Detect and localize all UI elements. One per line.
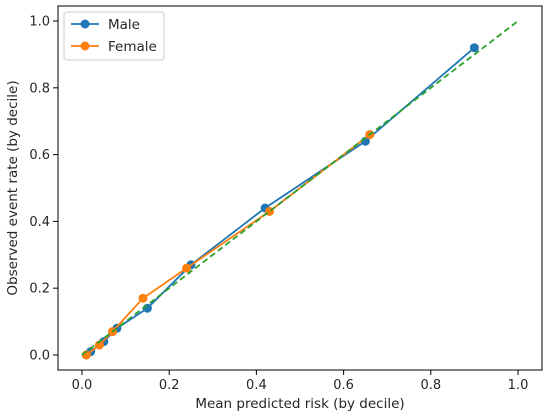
y-tick-label: 0.0 — [29, 348, 50, 363]
legend-marker-male — [80, 19, 90, 29]
data-point-male — [469, 43, 479, 53]
reference-line — [81, 20, 519, 356]
x-axis-label: Mean predicted risk (by decile) — [195, 396, 404, 412]
legend-label-male: Male — [108, 17, 140, 33]
y-tick-label: 0.2 — [29, 282, 50, 297]
y-axis-label: Observed event rate (by decile) — [5, 80, 21, 295]
x-tick-label: 0.4 — [246, 378, 267, 393]
data-point-female — [182, 263, 192, 273]
legend-marker-female — [80, 41, 90, 51]
legend: Male Female — [63, 11, 165, 61]
y-tick-label: 1.0 — [29, 15, 50, 30]
plot-area — [81, 20, 519, 360]
legend-label-female: Female — [108, 39, 157, 55]
axis-ticks: 0.0 0.2 0.4 0.6 0.8 1.0 0.0 0.2 0.4 0.6 0.8 1.0 — [29, 15, 528, 393]
x-tick-label: 1.0 — [508, 378, 529, 393]
x-tick-label: 0.0 — [72, 378, 93, 393]
y-tick-label: 0.6 — [29, 148, 50, 163]
data-point-female — [138, 293, 148, 303]
plot-frame — [57, 5, 543, 371]
x-tick-label: 0.6 — [333, 378, 354, 393]
y-tick-label: 0.4 — [29, 215, 50, 230]
x-tick-label: 0.8 — [420, 378, 441, 393]
y-tick-label: 0.8 — [29, 81, 50, 96]
x-tick-label: 0.2 — [159, 378, 180, 393]
